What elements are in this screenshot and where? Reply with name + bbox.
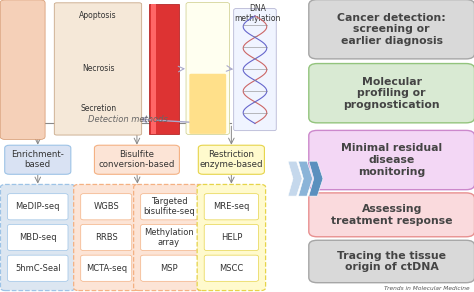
FancyBboxPatch shape [198, 145, 264, 174]
Text: MSCC: MSCC [219, 264, 244, 273]
Text: Cancer detection:
screening or
earlier diagnosis: Cancer detection: screening or earlier d… [337, 13, 446, 46]
Polygon shape [299, 161, 312, 196]
Text: Restriction
enzyme-based: Restriction enzyme-based [200, 150, 263, 169]
Text: Bisulfite
conversion-based: Bisulfite conversion-based [99, 150, 175, 169]
Text: Tracing the tissue
origin of ctDNA: Tracing the tissue origin of ctDNA [337, 251, 446, 272]
FancyBboxPatch shape [0, 0, 45, 139]
Text: Targeted
bisulfite-seq: Targeted bisulfite-seq [143, 197, 195, 216]
Text: Minimal residual
disease
monitoring: Minimal residual disease monitoring [341, 143, 442, 177]
FancyBboxPatch shape [57, 5, 139, 46]
Text: DNA
methylation: DNA methylation [234, 4, 281, 23]
Text: MeDIP-seq: MeDIP-seq [16, 202, 60, 211]
FancyBboxPatch shape [81, 255, 132, 281]
FancyBboxPatch shape [5, 145, 71, 174]
FancyBboxPatch shape [55, 3, 142, 135]
FancyBboxPatch shape [8, 255, 68, 281]
FancyBboxPatch shape [0, 185, 75, 291]
FancyBboxPatch shape [94, 145, 180, 174]
Text: Enrichment-
based: Enrichment- based [11, 150, 64, 169]
Text: HELP: HELP [221, 233, 242, 242]
FancyBboxPatch shape [309, 240, 474, 283]
FancyBboxPatch shape [309, 0, 474, 59]
Text: MCTA-seq: MCTA-seq [86, 264, 127, 273]
FancyBboxPatch shape [189, 74, 226, 134]
FancyBboxPatch shape [81, 225, 132, 251]
FancyBboxPatch shape [204, 255, 258, 281]
Text: Methylation
array: Methylation array [144, 228, 194, 247]
Polygon shape [309, 161, 323, 196]
FancyBboxPatch shape [141, 225, 197, 251]
FancyBboxPatch shape [186, 3, 229, 135]
FancyBboxPatch shape [141, 194, 197, 220]
Bar [151, 4, 156, 134]
FancyBboxPatch shape [57, 48, 139, 89]
FancyBboxPatch shape [73, 185, 139, 291]
FancyBboxPatch shape [204, 194, 258, 220]
Text: MBD-seq: MBD-seq [19, 233, 56, 242]
Text: MRE-seq: MRE-seq [213, 202, 249, 211]
FancyBboxPatch shape [141, 255, 197, 281]
Text: MSP: MSP [160, 264, 178, 273]
FancyBboxPatch shape [234, 9, 276, 131]
Text: WGBS: WGBS [93, 202, 119, 211]
FancyBboxPatch shape [8, 225, 68, 251]
FancyBboxPatch shape [8, 194, 68, 220]
Bar [149, 4, 180, 134]
Text: Assessing
treatment response: Assessing treatment response [331, 204, 452, 226]
Text: Molecular
profiling or
prognostication: Molecular profiling or prognostication [343, 77, 440, 110]
FancyBboxPatch shape [309, 131, 474, 190]
Text: RRBS: RRBS [95, 233, 118, 242]
Text: 5hmC-Seal: 5hmC-Seal [15, 264, 61, 273]
Text: Trends in Molecular Medicine: Trends in Molecular Medicine [384, 286, 470, 291]
FancyBboxPatch shape [309, 193, 474, 237]
FancyBboxPatch shape [309, 64, 474, 123]
FancyBboxPatch shape [197, 185, 265, 291]
FancyBboxPatch shape [134, 185, 204, 291]
FancyBboxPatch shape [81, 194, 132, 220]
Polygon shape [288, 161, 302, 196]
Text: Necrosis: Necrosis [82, 64, 114, 73]
Text: Apoptosis: Apoptosis [80, 11, 117, 20]
Text: Detection methods: Detection methods [88, 114, 167, 124]
FancyBboxPatch shape [204, 225, 258, 251]
Text: Secretion: Secretion [80, 104, 116, 113]
FancyBboxPatch shape [57, 91, 139, 132]
